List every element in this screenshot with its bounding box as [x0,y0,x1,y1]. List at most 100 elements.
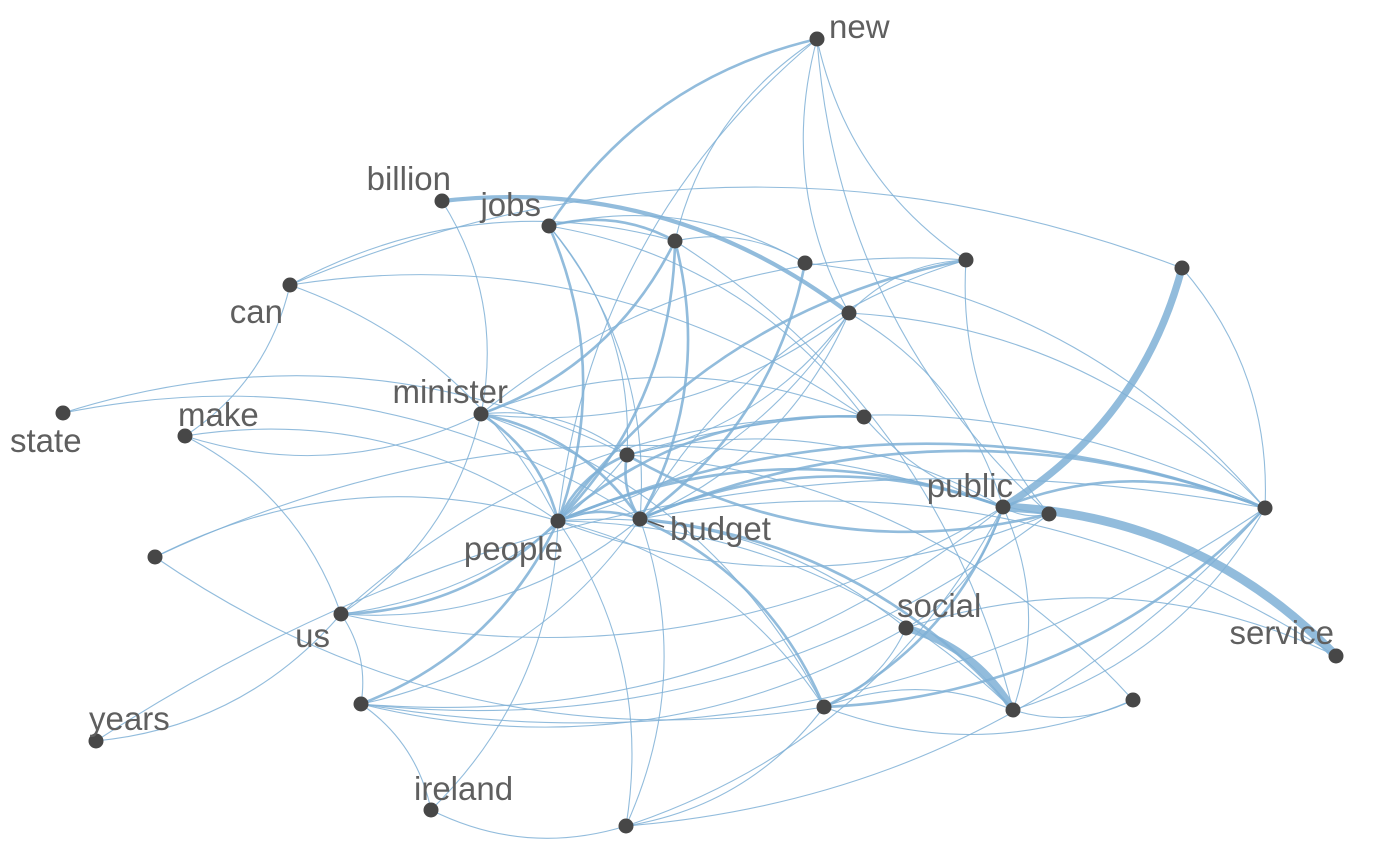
edge-minister-budget [479,412,642,521]
edge-public-n13 [625,506,1004,827]
edge-minister-n5 [480,412,628,456]
edge-budget-service [639,500,1337,657]
node-public [995,499,1011,515]
edge-n11-ireland [360,703,432,811]
node-ireland [423,802,439,818]
edge-people-n12 [557,520,1014,711]
node-n6 [1041,506,1057,522]
node-label-billion: billion [367,160,451,197]
edge-n1-n2 [674,236,806,264]
edge-can-make [184,284,291,437]
edge-social-n11 [360,627,907,728]
edge-budget-n13 [625,518,665,827]
edge-n8-public [999,264,1186,511]
node-label-state: state [10,422,82,459]
edge-can-n9 [289,274,865,418]
edge-n7-n11 [360,507,1266,724]
edge-minister-us [340,413,482,615]
edge-n3-public [848,312,1004,508]
edge-n13-ireland [430,809,627,839]
edge-n6-people [557,513,1050,568]
edge-can-n8 [289,186,1183,286]
node-n7 [1257,500,1273,516]
edge-state-budget [62,395,641,520]
edge-n1-new [674,38,818,242]
edge-n4-new [816,38,967,261]
edge-public-n7 [1001,480,1267,510]
edge-people-new [557,38,818,522]
edge-minister-n10 [480,413,825,708]
node-us [333,606,349,622]
edge-minister-make [184,413,482,457]
edge-n1-people [556,239,677,523]
edge-n3-n5 [626,312,850,456]
edge-social-n10 [823,627,907,708]
graph-labels: new billion jobs can minister state make people… [10,8,1334,807]
edge-jobs-people [547,224,585,523]
edge-n15-n10 [823,699,1134,736]
edge-make-us [184,435,342,615]
node-n11 [353,696,369,712]
node-label-minister: minister [392,373,508,410]
edge-social-service [905,597,1337,657]
node-label-budget: budget [670,510,771,547]
edge-make-people [184,428,559,522]
edge-n6-new [816,38,1050,515]
edge-people-us [339,519,560,616]
edge-jobs-n2 [548,215,806,264]
edge-people-n13 [557,520,633,827]
node-label-service: service [1229,614,1334,651]
edge-us-n9 [340,416,865,615]
node-n1 [667,233,683,249]
edge-budget-n10 [638,517,826,709]
edge-n2-budget [638,261,807,521]
node-label-people: people [464,530,563,567]
edge-n3-new [802,38,850,314]
edge-us-years [95,613,342,742]
edge-minister-n9 [480,376,865,418]
edge-minister-n4 [480,257,967,415]
node-state [55,405,71,421]
edge-public-us [340,506,1004,639]
edge-budget-n7 [638,449,1267,521]
edge-can-people [289,284,559,522]
edge-budget-us [340,518,641,616]
node-label-social: social [897,587,981,624]
node-new [809,31,825,47]
node-label-make: make [178,396,259,433]
node-minister [473,406,489,422]
edge-people-ireland [430,520,559,811]
edge-social-n12 [902,624,1017,714]
node-n5 [619,447,635,463]
edge-people-n10 [557,520,825,708]
edge-n1-n12 [674,240,1014,711]
edge-n10-n13 [625,706,825,827]
edge-years-n7 [95,478,1266,742]
edge-public-n12 [1002,506,1030,711]
edge-n7-n13 [625,507,1266,827]
node-label-years: years [89,700,170,737]
edge-n1-minister [479,239,677,416]
node-years [88,733,104,749]
edge-jobs-n9 [548,225,865,418]
node-billion [434,193,450,209]
edge-n5-n15 [626,454,1134,701]
graph-nodes [55,31,1344,834]
edge-people-social [557,518,907,629]
node-n12 [1005,702,1021,718]
edge-n10-n14 [154,556,825,721]
edge-n2-n7 [804,262,1266,509]
node-label-can: can [230,293,283,330]
node-jobs [541,218,557,234]
node-label-new: new [829,8,890,45]
node-n15 [1125,692,1141,708]
edge-budget-n11 [360,518,641,705]
edge-public-n11 [360,506,1004,709]
edge-billion-minister [441,200,488,415]
edge-n7-n12 [1012,507,1266,711]
edge-us-n11 [340,613,364,705]
node-budget [632,511,648,527]
edge-n10-n12 [823,689,1014,711]
edge-n7-n10 [822,506,1267,709]
node-n2 [797,255,813,271]
